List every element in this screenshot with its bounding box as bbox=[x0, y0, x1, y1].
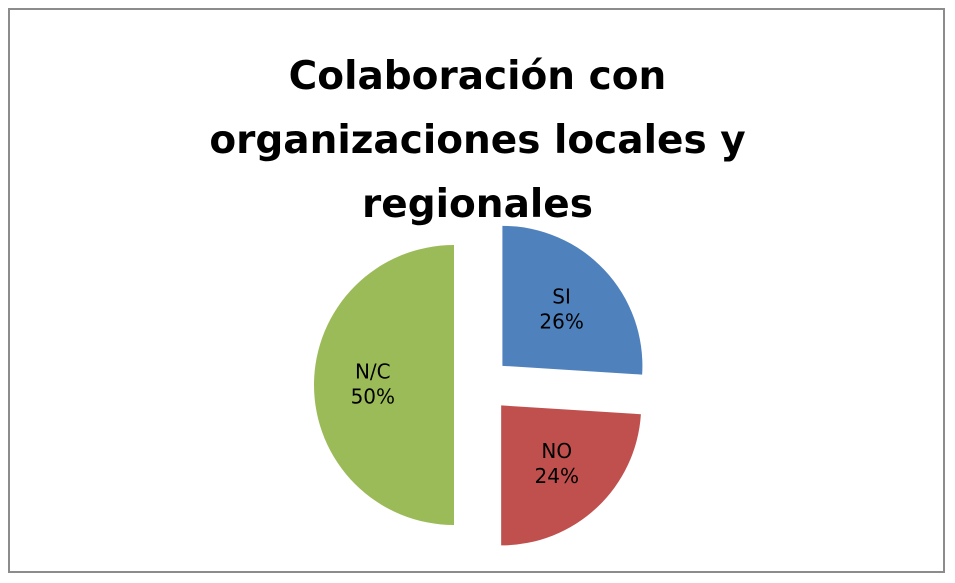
pie-slice bbox=[501, 405, 641, 546]
slice-value-label: 50% bbox=[351, 385, 395, 409]
slice-category-label: NO bbox=[541, 439, 572, 463]
chart-title: Colaboración con organizaciones locales … bbox=[209, 54, 746, 227]
slice-category-label: N/C bbox=[355, 360, 391, 384]
chart-frame bbox=[8, 8, 945, 573]
pie-slice bbox=[502, 225, 643, 375]
slice-value-label: 24% bbox=[535, 464, 579, 488]
pie-slice bbox=[314, 245, 454, 525]
slice-category-label: SI bbox=[552, 285, 571, 309]
slice-value-label: 26% bbox=[539, 310, 583, 334]
